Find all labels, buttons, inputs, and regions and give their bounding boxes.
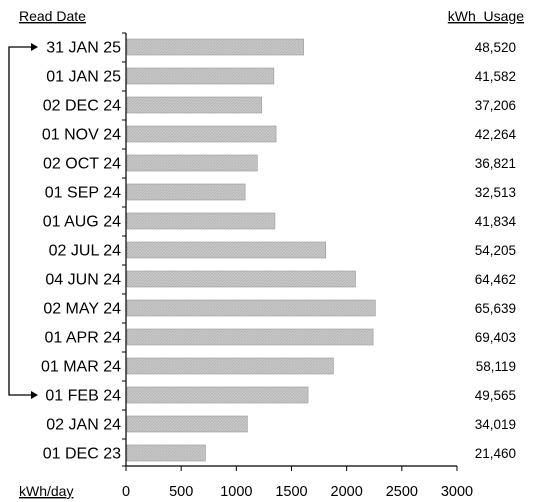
kwh-usage-value: 21,460 — [475, 446, 516, 461]
kwh-usage-value: 41,834 — [475, 214, 517, 229]
kwh-usage-value: 34,019 — [475, 417, 516, 432]
bar — [126, 154, 258, 172]
kwh-usage-value: 42,264 — [475, 127, 517, 142]
x-tick-label: 0 — [122, 484, 130, 500]
bar — [126, 270, 356, 288]
category-label: 02 DEC 24 — [43, 98, 121, 115]
bar — [126, 444, 206, 462]
category-label: 31 JAN 25 — [46, 40, 121, 57]
x-axis-label: kWh/day — [19, 483, 73, 499]
bar — [126, 328, 374, 346]
kwh-usage-value: 36,821 — [475, 156, 516, 171]
bar — [126, 357, 334, 375]
bar — [126, 67, 275, 85]
category-label: 01 AUG 24 — [43, 214, 121, 231]
x-tick-label: 1000 — [220, 484, 252, 500]
category-label: 01 NOV 24 — [42, 127, 121, 144]
category-label: 01 JAN 25 — [46, 69, 121, 86]
kwh-usage-value: 37,206 — [475, 98, 516, 113]
bracket-arrow-top — [31, 43, 38, 51]
bar — [126, 96, 263, 114]
bar — [126, 415, 248, 433]
bar — [126, 183, 246, 201]
kwh-usage-value: 64,462 — [475, 272, 516, 287]
kwh-usage-value: 65,639 — [475, 301, 516, 316]
bar — [126, 386, 309, 404]
kwh-usage-value: 49,565 — [475, 388, 516, 403]
period-bracket — [8, 46, 34, 396]
bar — [126, 125, 277, 143]
read-date-header: Read Date — [19, 8, 86, 24]
category-label: 02 MAY 24 — [43, 301, 121, 318]
bar — [126, 299, 376, 317]
category-label: 01 FEB 24 — [45, 388, 121, 405]
x-tick-label: 500 — [169, 484, 193, 500]
category-label: 02 OCT 24 — [43, 156, 121, 173]
x-tick-label: 1500 — [275, 484, 307, 500]
kwh-usage-value: 48,520 — [475, 40, 516, 55]
category-label: 01 SEP 24 — [45, 185, 121, 202]
kwh-usage-value: 58,119 — [476, 359, 516, 374]
category-label: 04 JUN 24 — [45, 272, 121, 289]
category-label: 01 APR 24 — [45, 330, 122, 347]
bar — [126, 241, 327, 259]
category-label: 02 JAN 24 — [46, 417, 121, 434]
kwh-usage-value: 32,513 — [475, 185, 516, 200]
bar — [126, 212, 276, 230]
kwh-usage-value: 69,403 — [475, 330, 516, 345]
x-tick-label: 3000 — [441, 484, 473, 500]
bar — [126, 38, 304, 56]
category-label: 01 DEC 23 — [43, 446, 121, 463]
category-label: 01 MAR 24 — [41, 359, 121, 376]
x-tick-label: 2500 — [386, 484, 418, 500]
kwh-usage-header: kWh Usage — [448, 8, 524, 24]
bracket-arrow-bottom — [31, 391, 38, 399]
x-tick-label: 2000 — [331, 484, 363, 500]
kwh-usage-value: 54,205 — [475, 243, 516, 258]
kwh-usage-value: 41,582 — [475, 69, 516, 84]
category-label: 02 JUL 24 — [49, 243, 121, 260]
